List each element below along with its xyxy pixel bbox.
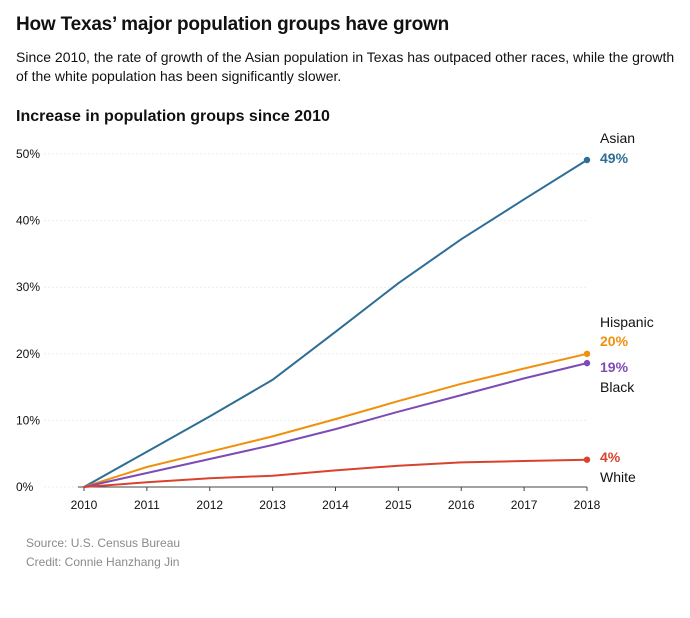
- y-tick-label: 20%: [16, 347, 40, 361]
- series-line-white: [83, 458, 588, 488]
- series-line-hispanic: [83, 352, 588, 488]
- source-note: Source: U.S. Census Bureau Credit: Conni…: [26, 534, 180, 572]
- page-title: How Texas’ major population groups have …: [16, 14, 449, 35]
- series-name-label: Black: [600, 379, 635, 395]
- series-name-label: White: [600, 469, 636, 485]
- x-tick-label: 2010: [71, 498, 98, 512]
- y-tick-label: 10%: [16, 413, 40, 427]
- x-axis-ticks: 2010 2011 2012 2013 2014 2015 2016 2017 2018: [71, 486, 601, 512]
- y-tick-label: 40%: [16, 214, 40, 228]
- end-point-hispanic: [583, 350, 591, 357]
- end-point-black: [583, 359, 591, 367]
- source-text: Source: U.S. Census Bureau: [26, 536, 181, 550]
- series-name-label: Asian: [600, 130, 635, 146]
- series-line-black: [83, 362, 588, 488]
- x-tick-label: 2018: [574, 498, 601, 512]
- grid-lines: [44, 153, 587, 488]
- x-tick-label: 2013: [259, 498, 286, 512]
- series-value-label: 4%: [600, 449, 621, 465]
- series-labels: Asian 49% Hispanic 20% Black 19% White 4%: [600, 130, 654, 485]
- end-point-asian: [583, 156, 591, 164]
- x-tick-label: 2015: [385, 498, 412, 512]
- series-value-label: 49%: [600, 150, 629, 166]
- end-point-white: [583, 456, 591, 463]
- y-tick-label: 0%: [16, 480, 34, 494]
- page-subtitle: Since 2010, the rate of growth of the As…: [16, 49, 675, 84]
- x-tick-label: 2012: [196, 498, 223, 512]
- x-tick-label: 2017: [511, 498, 538, 512]
- x-tick-label: 2016: [448, 498, 475, 512]
- series-lines: [83, 156, 591, 488]
- y-axis-ticks: 0% 10% 20% 30% 40% 50%: [16, 147, 40, 494]
- series-line-asian: [83, 159, 588, 488]
- series-value-label: 20%: [600, 333, 629, 349]
- credit-text: Credit: Connie Hanzhang Jin: [26, 555, 180, 569]
- x-tick-label: 2011: [134, 498, 160, 512]
- x-tick-label: 2014: [322, 498, 349, 512]
- y-tick-label: 30%: [16, 280, 40, 294]
- series-value-label: 19%: [600, 359, 629, 375]
- y-tick-label: 50%: [16, 147, 40, 161]
- chart-title: Increase in population groups since 2010: [16, 108, 330, 125]
- series-name-label: Hispanic: [600, 314, 654, 330]
